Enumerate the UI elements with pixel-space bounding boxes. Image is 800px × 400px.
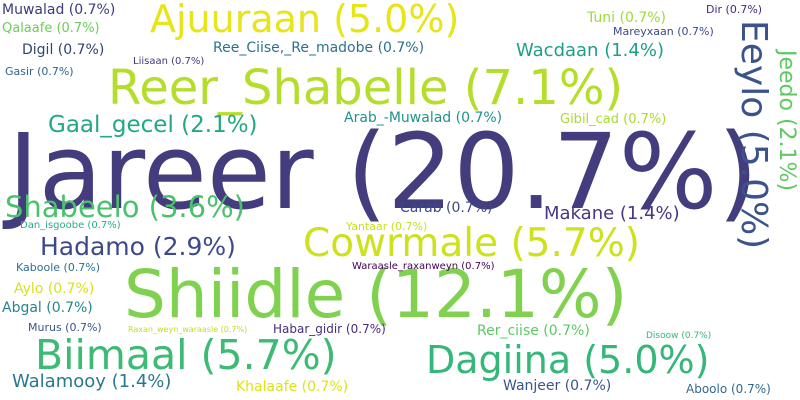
word-arab-muwalad: Arab_-Muwalad (0.7%) <box>344 110 503 126</box>
word-cowrmale: Cowrmale (5.7%) <box>303 221 640 266</box>
word-gaal-gecel: Gaal_gecel (2.1%) <box>48 112 258 138</box>
word-disoow: Disoow (0.7%) <box>646 331 712 341</box>
word-eeylo: Eeylo (5.0%) <box>733 20 774 250</box>
word-raxan-weyn-waraasle: Raxan_weyn_waraasle (0.7%) <box>128 325 248 334</box>
word-tuni: Tuni (0.7%) <box>587 10 667 26</box>
word-murus: Murus (0.7%) <box>28 321 102 334</box>
word-hadamo: Hadamo (2.9%) <box>40 232 236 261</box>
word-liisaan: Liisaan (0.7%) <box>133 56 205 67</box>
word-muwalad: Muwalad (0.7%) <box>2 2 116 18</box>
word-walamooy: Walamooy (1.4%) <box>12 371 172 392</box>
word-jeedo: Jeedo (2.1%) <box>774 50 799 192</box>
word-khalaafe: Khalaafe (0.7%) <box>236 379 349 395</box>
word-biimaal: Biimaal (5.7%) <box>35 331 337 379</box>
word-qalaafe: Qalaafe (0.7%) <box>2 21 100 36</box>
word-waraasle-raxanweyn: Waraasle_raxanweyn (0.7%) <box>352 261 495 272</box>
word-aylo: Aylo (0.7%) <box>14 281 95 297</box>
word-kaboole: Kaboole (0.7%) <box>16 261 101 274</box>
word-habar-gidir: Habar_gidir (0.7%) <box>273 322 386 336</box>
word-dir: Dir (0.7%) <box>706 3 763 16</box>
word-jareer: Jareer (20.7%) <box>8 111 759 233</box>
word-reer-shabelle: Reer_Shabelle (7.1%) <box>108 60 624 116</box>
word-mareyxaan: Mareyxaan (0.7%) <box>613 25 714 38</box>
word-shabeelo: Shabeelo (3.6%) <box>5 190 245 224</box>
word-carab: Carab (0.7%) <box>400 200 493 216</box>
word-ree-ciise-re-madobe: Ree_Ciise,_Re_madobe (0.7%) <box>213 40 425 56</box>
word-digil: Digil (0.7%) <box>22 42 105 58</box>
word-wanjeer: Wanjeer (0.7%) <box>503 378 612 394</box>
word-dagiina: Dagiina (5.0%) <box>426 338 710 382</box>
word-dan-isgoobe: Dan_isgoobe (0.7%) <box>20 220 121 231</box>
word-yantaar: Yantaar (0.7%) <box>346 220 428 233</box>
word-wacdaan: Wacdaan (1.4%) <box>516 40 664 61</box>
word-gasir: Gasir (0.7%) <box>5 65 74 78</box>
word-abgal: Abgal (0.7%) <box>2 300 93 316</box>
word-gibil-cad: Gibil_cad (0.7%) <box>560 112 667 127</box>
word-makane: Makane (1.4%) <box>544 203 680 224</box>
word-rer-ciise: Rer_ciise (0.7%) <box>477 323 590 339</box>
word-ajuuraan: Ajuuraan (5.0%) <box>150 0 460 41</box>
word-aboolo: Aboolo (0.7%) <box>686 382 771 396</box>
word-shiidle: Shiidle (12.1%) <box>124 256 628 333</box>
